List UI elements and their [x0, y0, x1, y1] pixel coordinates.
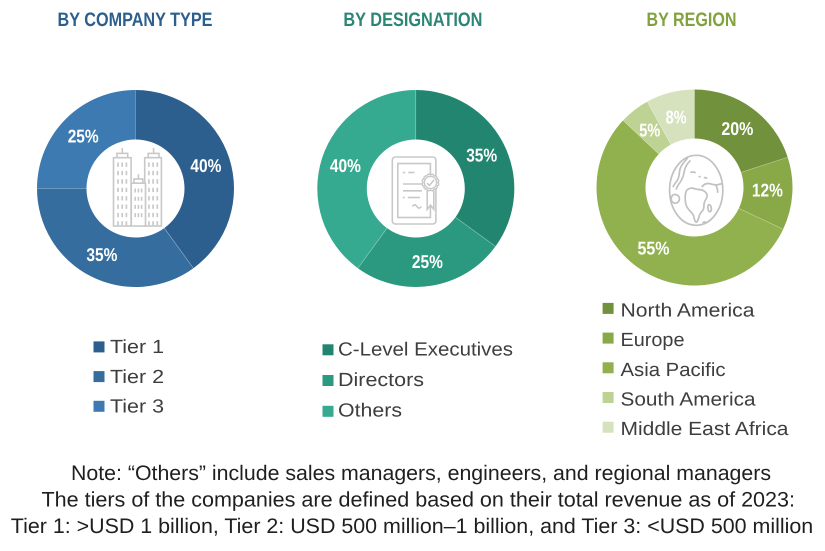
svg-text:Asia Pacific: Asia Pacific: [621, 360, 726, 381]
svg-text:Others: Others: [338, 401, 402, 422]
svg-text:8%: 8%: [666, 106, 687, 127]
svg-text:12%: 12%: [752, 180, 783, 201]
svg-text:55%: 55%: [638, 237, 670, 258]
svg-text:Middle East Africa: Middle East Africa: [621, 419, 789, 440]
svg-text:The tiers of the companies are: The tiers of the companies are defined b…: [42, 489, 795, 512]
svg-text:5%: 5%: [639, 119, 660, 140]
svg-text:Tier 1: >USD 1 billion, Tier 2: Tier 1: >USD 1 billion, Tier 2: USD 500 …: [11, 515, 813, 538]
svg-text:South America: South America: [621, 390, 756, 411]
svg-text:40%: 40%: [190, 155, 221, 176]
svg-text:C-Level Executives: C-Level Executives: [338, 339, 513, 360]
svg-text:Tier 1: Tier 1: [110, 337, 164, 358]
svg-text:BY REGION: BY REGION: [647, 9, 737, 31]
svg-text:Tier 2: Tier 2: [110, 367, 164, 388]
svg-text:35%: 35%: [86, 244, 117, 265]
svg-text:BY COMPANY TYPE: BY COMPANY TYPE: [58, 9, 213, 31]
svg-text:25%: 25%: [68, 126, 99, 147]
svg-text:20%: 20%: [721, 118, 753, 139]
svg-text:North America: North America: [621, 300, 755, 321]
svg-text:25%: 25%: [412, 251, 443, 272]
svg-text:Tier 3: Tier 3: [110, 397, 164, 418]
svg-text:40%: 40%: [330, 155, 361, 176]
svg-text:Directors: Directors: [338, 370, 424, 391]
svg-text:Europe: Europe: [621, 330, 685, 351]
svg-text:BY DESIGNATION: BY DESIGNATION: [343, 9, 482, 31]
svg-text:Note: “Others” include sales m: Note: “Others” include sales managers, e…: [71, 462, 771, 485]
svg-text:35%: 35%: [466, 144, 497, 165]
